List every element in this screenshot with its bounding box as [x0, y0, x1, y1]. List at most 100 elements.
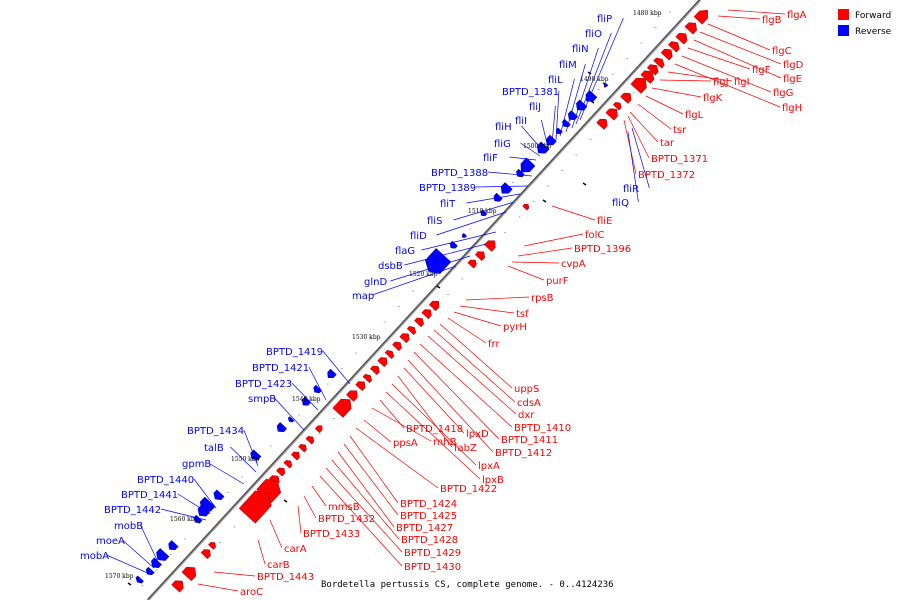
- gene-label-pyrh[interactable]: pyrH: [503, 322, 527, 333]
- leader-line-flim: [565, 63, 586, 133]
- gene-label-map[interactable]: map: [352, 291, 374, 302]
- gene-label-flim[interactable]: fliM: [559, 60, 577, 71]
- gene-label-flig[interactable]: fliG: [494, 139, 511, 150]
- gene-label-flih[interactable]: fliH: [495, 122, 512, 133]
- gene-label-bptd-1411[interactable]: BPTD_1411: [501, 435, 558, 446]
- gene-label-flgb[interactable]: flgB: [762, 15, 782, 26]
- gene-label-bptd-1430[interactable]: BPTD_1430: [404, 562, 461, 573]
- gene-label-bptd-1440[interactable]: BPTD_1440: [137, 475, 194, 486]
- gene-label-purf[interactable]: purF: [546, 276, 569, 287]
- gene-label-flge[interactable]: flgE: [783, 74, 802, 85]
- gene-label-dsbb[interactable]: dsbB: [378, 261, 403, 272]
- gene-label-cvpa[interactable]: cvpA: [561, 259, 586, 270]
- gene-label-flio[interactable]: fliO: [585, 29, 602, 40]
- gene-label-talb[interactable]: talB: [204, 443, 224, 454]
- gene-label-lpxd[interactable]: lpxD: [466, 429, 489, 440]
- gene-label-glnd[interactable]: glnD: [364, 277, 387, 288]
- gene-label-flgk[interactable]: flgK: [703, 93, 723, 104]
- gene-label-flie[interactable]: fliE: [597, 216, 612, 227]
- gene-label-flgi[interactable]: flgI: [734, 77, 750, 88]
- gene-label-fliq[interactable]: fliQ: [612, 198, 629, 209]
- leader-line-aroc: [197, 583, 239, 592]
- gene-label-bptd-1412[interactable]: BPTD_1412: [495, 448, 552, 459]
- gene-label-flid[interactable]: fliD: [410, 231, 427, 242]
- reverse-gene-arrow: [213, 489, 225, 501]
- gene-label-flgc[interactable]: flgC: [772, 46, 792, 57]
- ruler-label-1540-kbp: 1540 kbp: [292, 396, 321, 403]
- gene-label-flgj[interactable]: flgJ: [713, 77, 729, 88]
- gene-label-upps[interactable]: uppS: [514, 384, 539, 395]
- forward-gene-arrow: [605, 108, 618, 121]
- gene-label-tsf[interactable]: tsf: [516, 309, 529, 320]
- gene-label-bptd-1434[interactable]: BPTD_1434: [187, 426, 244, 437]
- gene-label-tsr[interactable]: tsr: [673, 125, 687, 136]
- gene-label-mmsb[interactable]: mmsB: [328, 502, 360, 513]
- gene-label-flin[interactable]: fliN: [572, 44, 589, 55]
- gene-label-bptd-1428[interactable]: BPTD_1428: [401, 535, 458, 546]
- gene-label-flag[interactable]: flaG: [395, 246, 415, 257]
- gene-label-tar[interactable]: tar: [660, 138, 675, 149]
- gene-label-bptd-1443[interactable]: BPTD_1443: [257, 572, 314, 583]
- ruler-label-1530-kbp: 1530 kbp: [352, 334, 381, 341]
- ruler-label-1560-kbp: 1560 kbp: [170, 516, 199, 523]
- gene-label-bptd-1433[interactable]: BPTD_1433: [303, 529, 360, 540]
- gene-label-gpmb[interactable]: gpmB: [182, 459, 211, 470]
- gene-label-bptd-1423[interactable]: BPTD_1423: [235, 379, 292, 390]
- leader-line-bptd-1443: [213, 571, 256, 577]
- gene-label-flij[interactable]: fliJ: [529, 102, 541, 113]
- gene-label-bptd-1381[interactable]: BPTD_1381: [502, 87, 559, 98]
- gene-label-bptd-1421[interactable]: BPTD_1421: [252, 363, 309, 374]
- gene-label-folc[interactable]: folC: [585, 230, 604, 241]
- forward-gene-arrow: [171, 580, 184, 593]
- gene-label-bptd-1396[interactable]: BPTD_1396: [574, 244, 631, 255]
- gene-label-flii[interactable]: fliI: [515, 116, 527, 127]
- gene-label-ppsa[interactable]: ppsA: [393, 438, 418, 449]
- leader-line-bptd-1434: [243, 429, 259, 467]
- gene-label-carb[interactable]: carB: [267, 560, 290, 571]
- gene-label-bptd-1427[interactable]: BPTD_1427: [396, 523, 453, 534]
- gene-label-lpxa[interactable]: lpxA: [478, 461, 500, 472]
- gene-label-dxr[interactable]: dxr: [518, 410, 535, 421]
- gene-label-bptd-1432[interactable]: BPTD_1432: [318, 514, 375, 525]
- gene-label-flgh[interactable]: flgH: [782, 103, 802, 114]
- gene-label-bptd-1410[interactable]: BPTD_1410: [514, 423, 571, 434]
- gene-label-bptd-1388[interactable]: BPTD_1388: [431, 168, 488, 179]
- gene-label-frr[interactable]: frr: [488, 339, 500, 350]
- gene-label-bptd-1424[interactable]: BPTD_1424: [400, 499, 457, 510]
- gene-label-bptd-1429[interactable]: BPTD_1429: [404, 548, 461, 559]
- gene-label-rnhb[interactable]: rnhB: [433, 437, 457, 448]
- gene-label-flir[interactable]: fliR: [623, 184, 639, 195]
- gene-label-flis[interactable]: fliS: [427, 216, 442, 227]
- gene-label-flgl[interactable]: flgL: [685, 110, 704, 121]
- genome-backbone-highlight: [148, 0, 702, 600]
- gene-label-flgd[interactable]: flgD: [783, 60, 804, 71]
- gene-label-rpsb[interactable]: rpsB: [531, 293, 554, 304]
- gene-label-bptd-1425[interactable]: BPTD_1425: [400, 511, 457, 522]
- gene-label-flgf[interactable]: flgF: [752, 65, 771, 76]
- gene-label-moea[interactable]: moeA: [96, 536, 125, 547]
- gene-label-bptd-1389[interactable]: BPTD_1389: [419, 183, 476, 194]
- gene-label-bptd-1422[interactable]: BPTD_1422: [440, 484, 497, 495]
- gene-label-bptd-1371[interactable]: BPTD_1371: [651, 154, 708, 165]
- gene-label-bptd-1442[interactable]: BPTD_1442: [104, 505, 161, 516]
- gene-label-mobb[interactable]: mobB: [114, 521, 143, 532]
- gene-label-flif[interactable]: fliF: [483, 153, 498, 164]
- gene-label-fabz[interactable]: fabZ: [454, 443, 477, 454]
- gene-label-bptd-1419[interactable]: BPTD_1419: [266, 347, 323, 358]
- gene-label-bptd-1441[interactable]: BPTD_1441: [121, 490, 178, 501]
- gene-label-bptd-1418[interactable]: BPTD_1418: [406, 424, 463, 435]
- gene-label-flgg[interactable]: flgG: [773, 88, 793, 99]
- gene-label-bptd-1372[interactable]: BPTD_1372: [638, 170, 695, 181]
- gene-label-flit[interactable]: fliT: [440, 199, 456, 210]
- gene-label-smpb[interactable]: smpB: [248, 394, 276, 405]
- gene-label-cara[interactable]: carA: [284, 544, 307, 555]
- gene-label-flga[interactable]: flgA: [787, 10, 807, 21]
- forward-gene-arrow: [200, 549, 211, 560]
- gene-label-aroc[interactable]: aroC: [240, 587, 263, 598]
- gene-label-flil[interactable]: fliL: [548, 75, 563, 86]
- gene-label-moba[interactable]: mobA: [80, 551, 109, 562]
- gene-label-cdsa[interactable]: cdsA: [517, 398, 541, 409]
- reverse-gene-arrow: [197, 504, 210, 517]
- gene-label-lpxb[interactable]: lpxB: [482, 475, 504, 486]
- gene-label-flip[interactable]: fliP: [597, 14, 612, 25]
